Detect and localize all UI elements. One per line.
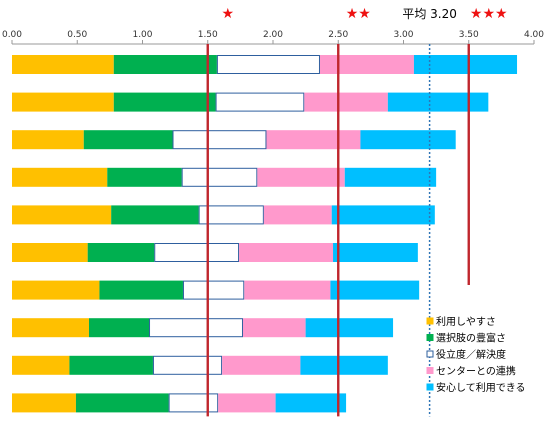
- bar-segment: [12, 130, 84, 150]
- bar-segment: [12, 55, 114, 74]
- bar-segment: [12, 318, 89, 338]
- bar-segment: [266, 130, 361, 150]
- star-rating-label: ★: [221, 6, 234, 22]
- x-tick-label: 1.00: [132, 30, 152, 40]
- legend-label: 安心して利用できる: [436, 381, 526, 394]
- bar-segment: [181, 167, 258, 187]
- legend-label: 利用しやすさ: [436, 316, 496, 328]
- legend-label: センターとの連携: [436, 365, 516, 378]
- bar-segment: [331, 205, 435, 225]
- bar-segment: [88, 318, 150, 338]
- bar-segment: [107, 167, 182, 187]
- legend-swatch: [426, 317, 434, 325]
- x-tick-label: 0.50: [67, 30, 87, 40]
- legend-label: 選択肢の豊富さ: [436, 332, 506, 345]
- legend-swatch: [426, 334, 434, 341]
- legend-swatch: [426, 383, 434, 391]
- bar-segment: [83, 130, 173, 150]
- bar-segment: [304, 92, 388, 112]
- bar-segment: [239, 243, 334, 262]
- bar-segment: [152, 355, 223, 375]
- average-label: 平均 3.20: [402, 7, 457, 21]
- bar-segment: [12, 243, 88, 262]
- bar-segment: [222, 355, 301, 375]
- bar-segment: [75, 393, 169, 413]
- bar-segment: [263, 205, 332, 225]
- star-rating-label: ★★: [346, 6, 371, 22]
- bar-segment: [275, 393, 347, 413]
- x-tick-label: 4.00: [524, 30, 544, 40]
- x-tick-label: 3.50: [459, 30, 479, 40]
- bar-segment: [257, 167, 345, 187]
- bar-segment: [87, 243, 155, 262]
- bar-segment: [344, 167, 437, 187]
- bar-segment: [300, 355, 388, 375]
- bar-segment: [113, 92, 216, 112]
- bar-segment: [168, 393, 219, 413]
- bars: [12, 55, 518, 413]
- bar-segment: [242, 318, 306, 338]
- bar-segment: [12, 393, 76, 413]
- bar-segment: [12, 280, 100, 300]
- bar-segment: [172, 130, 267, 150]
- bar-segment: [12, 167, 108, 187]
- bar-segment: [330, 280, 420, 300]
- bar-segment: [12, 92, 114, 112]
- bar-segment: [12, 355, 70, 375]
- x-axis: 0.00 0.50 1.00 1.50 2.00 2.50 3.00 3.50 4.00: [2, 30, 544, 45]
- bar-segment: [216, 55, 320, 74]
- x-tick-label: 0.00: [2, 30, 22, 40]
- x-tick-label: 2.50: [328, 30, 348, 40]
- x-tick-label: 1.50: [198, 30, 218, 40]
- legend-label: 役立度／解決度: [436, 348, 506, 361]
- bar-segment: [111, 205, 199, 225]
- bar-segment: [182, 280, 245, 300]
- bar-segment: [333, 243, 418, 262]
- legend-swatch: [426, 350, 434, 358]
- bar-segment: [244, 280, 331, 300]
- bar-segment: [149, 318, 243, 338]
- x-tick-label: 2.00: [263, 30, 283, 40]
- reference-lines: [206, 44, 470, 417]
- legend-swatch: [426, 367, 434, 374]
- star-rating-label: ★★★: [470, 6, 508, 22]
- bar-segment: [218, 393, 276, 413]
- reference-labels: ★ ★★ 平均 3.20 ★★★: [221, 6, 507, 22]
- x-tick-label: 3.00: [393, 30, 413, 40]
- bar-segment: [387, 92, 489, 112]
- bar-segment: [154, 243, 240, 262]
- bar-segment: [413, 55, 518, 74]
- bar-segment: [113, 55, 217, 74]
- bar-segment: [12, 205, 112, 225]
- bar-segment: [305, 318, 394, 338]
- bar-segment: [99, 280, 183, 300]
- bar-segment: [215, 92, 305, 112]
- bar-segment: [198, 205, 264, 225]
- bar-segment: [69, 355, 153, 375]
- bar-segment: [360, 130, 456, 150]
- bar-segment: [319, 55, 414, 74]
